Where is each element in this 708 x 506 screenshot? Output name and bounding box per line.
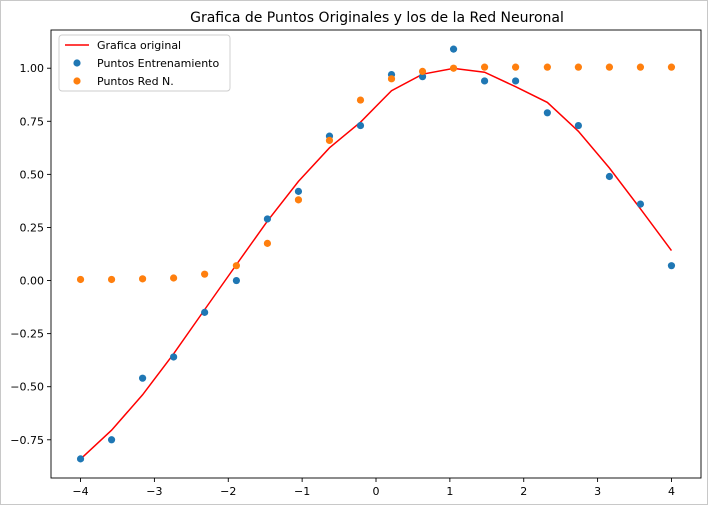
x-tick-label: −3 [146,485,162,498]
training-point [543,109,551,117]
x-tick-label: 1 [446,485,453,498]
y-tick-label: 0.25 [20,221,45,234]
network-point [543,63,551,71]
training-point [667,262,676,270]
network-point [605,63,614,71]
network-point [76,275,85,284]
chart-title: Grafica de Puntos Originales y los de la… [190,10,564,26]
network-point [667,63,676,71]
network-point [418,67,427,76]
x-tick-label: 0 [373,485,380,498]
network-point [480,63,489,71]
plot-area: −4 −3 −2 −1 0 1 2 3 4 −0.75 −0.50 −0.25 0.00 0.25 0.50… [10,29,702,498]
y-tick-label: −0.25 [10,328,44,341]
training-point [170,353,178,361]
network-point [325,136,334,145]
legend-box [58,34,231,92]
network-point [449,64,458,72]
network-point [574,63,582,71]
training-point [201,308,209,316]
network-point [107,275,116,284]
network-point [263,239,272,247]
network-point [512,63,520,71]
network-point [170,274,178,282]
y-tick-label: 0.00 [20,275,45,288]
training-point [480,77,489,85]
network-point [201,270,209,278]
network-point [356,96,365,104]
training-point [294,187,303,195]
legend-label: Grafica original [97,39,181,52]
training-point [232,276,240,285]
x-tick-label: −2 [220,485,236,498]
training-point [512,77,520,85]
training-point [356,121,365,130]
legend: Grafica original Puntos Entrenamiento Punt… [58,34,231,92]
network-point [232,262,240,270]
legend-swatch-marker [73,59,81,67]
x-tick-label: 3 [594,485,601,498]
series-line-original [80,67,673,460]
legend-swatch-marker [73,77,81,85]
training-point [76,455,85,463]
training-point [574,121,582,130]
training-point [418,73,427,81]
training-point [138,374,147,382]
network-point [387,75,396,83]
axes-frame [50,29,702,479]
x-tick-label: 2 [520,485,527,498]
legend-label: Puntos Red N. [97,75,174,88]
training-point [107,436,116,444]
network-point [636,63,645,71]
training-point [605,172,614,181]
training-point [263,215,272,223]
y-tick-label: 0.75 [20,115,45,128]
y-tick-label: −0.75 [10,434,44,447]
y-tick-label: 0.50 [20,168,45,181]
training-point [449,45,458,53]
training-point [636,200,645,208]
x-tick-label: 4 [668,485,675,498]
legend-label: Puntos Entrenamiento [97,57,219,70]
x-tick-label: −4 [72,485,88,498]
y-tick-label: −0.50 [10,381,44,394]
x-tick-label: −1 [294,485,310,498]
network-point [294,196,303,204]
y-tick-label: 1.00 [20,62,45,75]
network-point [138,275,147,283]
